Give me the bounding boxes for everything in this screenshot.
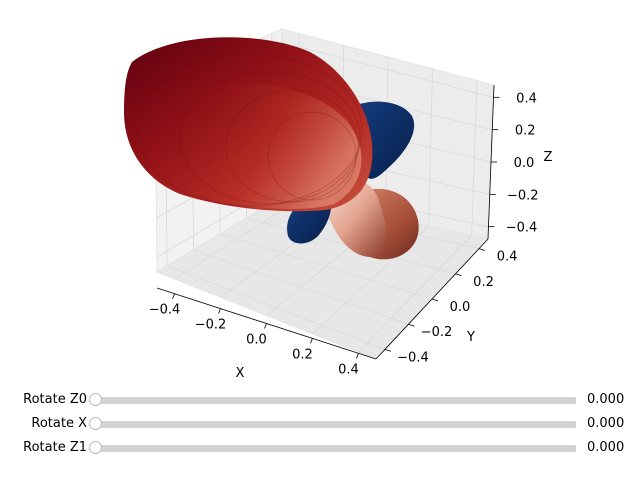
x-tick-label: 0.0 [246,333,267,348]
slider-track[interactable] [96,397,576,404]
y-tick-label: −0.4 [397,350,429,365]
slider-label: Rotate X [31,416,87,431]
slider-value: 0.000 [587,392,625,407]
slider-handle[interactable] [89,393,102,406]
slider-rotate-x: Rotate X 0.000 [0,415,640,435]
x-tick-label: −0.4 [149,303,181,318]
slider-handle[interactable] [89,441,102,454]
slider-track[interactable] [96,445,576,452]
slider-track[interactable] [96,421,576,428]
3d-plot[interactable]: −0.4−0.20.00.20.4 −0.4−0.20.00.20.4 −0.4… [0,0,640,390]
y-axis-label: Y [466,330,475,345]
z-tick-label: −0.2 [507,188,539,203]
y-tick-label: −0.2 [421,325,453,340]
y-tick-label: 0.0 [450,300,471,315]
y-tick-label: 0.2 [473,275,494,290]
x-tick-label: 0.4 [338,362,359,377]
slider-rotate-z1: Rotate Z1 0.000 [0,439,640,459]
z-tick-label: −0.4 [506,221,538,236]
z-tick-label: 0.0 [514,156,535,171]
slider-label: Rotate Z1 [23,440,87,455]
z-axis-label: Z [544,150,553,165]
y-tick-label: 0.4 [497,250,518,265]
orbital-surface [124,37,419,260]
x-tick-label: 0.2 [292,347,313,362]
tick-marks [172,96,500,359]
z-tick-label: 0.4 [516,91,537,106]
x-axis-label: X [236,366,245,381]
slider-rotate-z0: Rotate Z0 0.000 [0,391,640,411]
slider-handle[interactable] [89,417,102,430]
z-tick-label: 0.2 [515,124,536,139]
large-red-lobe-highlight [169,82,362,210]
x-tick-label: −0.2 [195,318,227,333]
slider-value: 0.000 [587,416,625,431]
slider-label: Rotate Z0 [23,392,87,407]
slider-value: 0.000 [587,440,625,455]
